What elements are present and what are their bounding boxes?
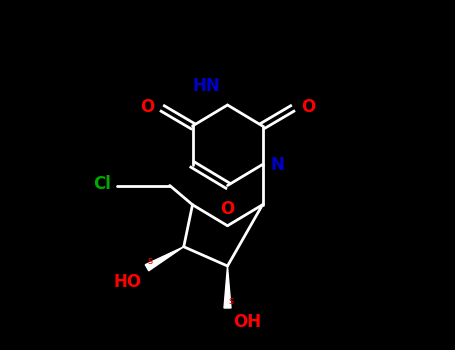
Polygon shape	[145, 247, 184, 271]
Text: OH: OH	[233, 313, 261, 331]
Text: Cl: Cl	[93, 175, 111, 193]
Text: O: O	[140, 98, 154, 116]
Text: HO: HO	[114, 273, 142, 291]
Text: HN: HN	[193, 77, 221, 95]
Text: O: O	[301, 98, 315, 116]
Text: N: N	[270, 155, 284, 174]
Text: s: s	[228, 296, 234, 306]
Polygon shape	[224, 266, 231, 308]
Text: O: O	[220, 200, 235, 218]
Text: s: s	[147, 256, 152, 266]
